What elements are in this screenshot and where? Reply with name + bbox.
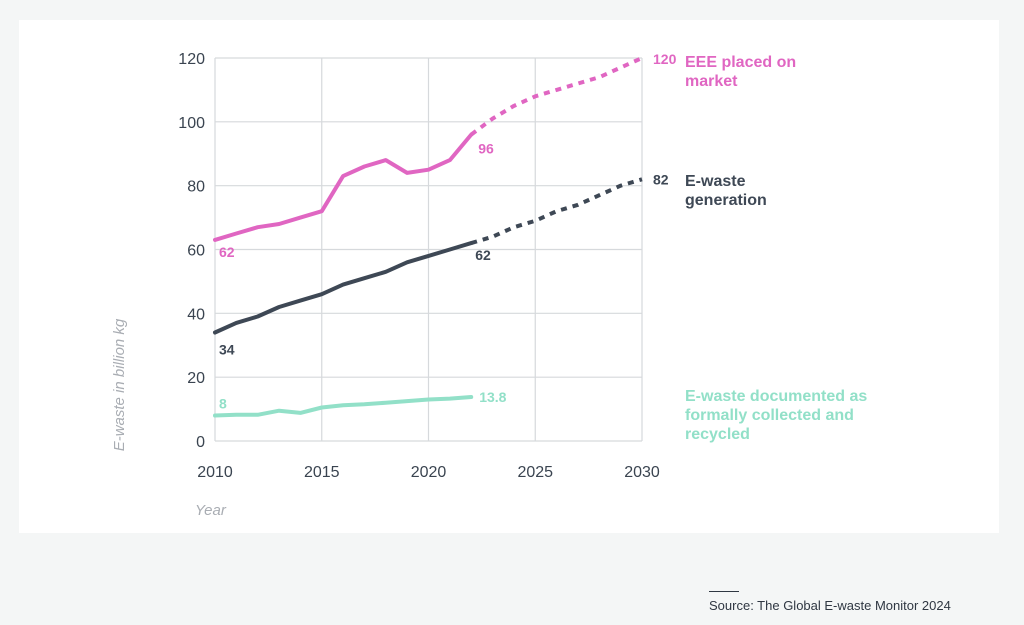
- series-label: generation: [685, 192, 767, 209]
- chart: 0 20 40 60 80 100 120 2010 2015 2020 2025 2030 62 9…: [111, 51, 867, 519]
- x-tick-labels: 2010 2015 2020 2025 2030: [197, 464, 660, 481]
- series-line-projected: [470, 56, 643, 137]
- x-tick-label: 2015: [304, 464, 340, 481]
- y-tick-label: 80: [187, 179, 205, 196]
- series-line-historical: [213, 132, 474, 242]
- series-label: EEE placed on: [685, 54, 796, 71]
- series-label: recycled: [685, 426, 750, 443]
- x-axis-title: Year: [195, 502, 227, 519]
- x-tick-label: 2020: [411, 464, 447, 481]
- series-line-historical: [213, 241, 474, 335]
- data-label: 96: [478, 141, 494, 157]
- data-label: 13.8: [479, 389, 506, 405]
- y-tick-label: 60: [187, 243, 205, 260]
- y-tick-label: 40: [187, 306, 205, 323]
- data-labels: 62 96 120 34 62 82 8 13.8 EEE placed on market E-w…: [219, 51, 867, 443]
- series-label: market: [685, 73, 738, 90]
- series-line-projected: [470, 177, 643, 246]
- gridlines: [214, 57, 643, 442]
- data-label: 62: [475, 247, 491, 263]
- x-tick-label: 2025: [517, 464, 553, 481]
- source-note: Source: The Global E-waste Monitor 2024: [709, 598, 951, 613]
- data-label: 120: [653, 51, 677, 67]
- y-axis-title: E-waste in billion kg: [111, 318, 128, 451]
- data-label: 34: [219, 341, 235, 357]
- y-tick-label: 20: [187, 370, 205, 387]
- source-divider: [709, 591, 739, 592]
- data-label: 82: [653, 171, 669, 187]
- y-tick-label: 0: [196, 434, 205, 451]
- chart-card: 0 20 40 60 80 100 120 2010 2015 2020 2025 2030 62 9…: [19, 20, 999, 533]
- y-tick-label: 120: [178, 51, 205, 68]
- y-tick-labels: 0 20 40 60 80 100 120: [178, 51, 205, 451]
- y-tick-label: 100: [178, 115, 205, 132]
- x-tick-label: 2010: [197, 464, 233, 481]
- series-label: formally collected and: [685, 407, 854, 424]
- x-tick-label: 2030: [624, 464, 660, 481]
- data-label: 62: [219, 244, 235, 260]
- series-label: E-waste documented as: [685, 388, 867, 405]
- data-label: 8: [219, 395, 227, 411]
- series-lines: [213, 56, 643, 418]
- series-line-historical: [213, 395, 474, 418]
- series-label: E-waste: [685, 173, 746, 190]
